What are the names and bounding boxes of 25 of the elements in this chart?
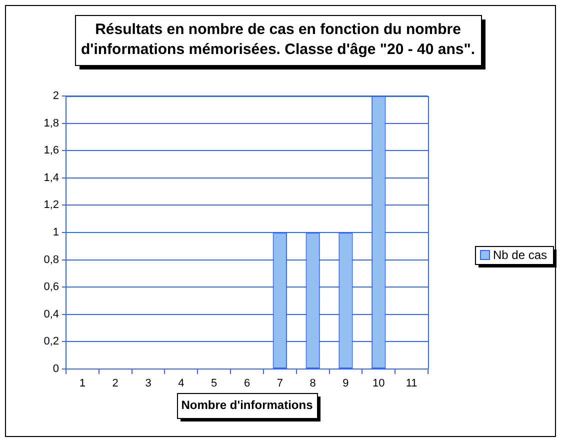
y-tick-label: 0,4 (44, 308, 59, 320)
x-tick-label: 2 (112, 378, 118, 390)
y-tick-label: 1,6 (44, 144, 59, 157)
y-tick-label: 0,6 (44, 281, 59, 294)
y-tick-label: 1 (52, 226, 59, 239)
x-tick-label: 7 (276, 378, 283, 390)
x-tick-label: 6 (244, 378, 250, 390)
x-tick-label: 3 (145, 378, 152, 390)
y-tick-label: 0,8 (44, 254, 59, 266)
y-tick-label: 0,2 (44, 336, 59, 348)
legend-label: Nb de cas (493, 248, 548, 262)
y-tick-label: 1,4 (44, 172, 59, 184)
x-tick-label: 11 (406, 378, 418, 390)
x-tick-label: 1 (79, 378, 86, 390)
x-tick-label: 9 (342, 378, 349, 390)
y-tick-label: 1,8 (44, 117, 59, 130)
x-tick-label: 8 (310, 378, 316, 390)
chart-title: Résultats en nombre de cas en fonction du nombre d'informations mémorisées. Classe d'âge "20 - 40 ans". (80, 21, 476, 58)
x-tick-label: 10 (372, 378, 385, 390)
y-tick-label: 0 (52, 363, 59, 376)
x-tick-label: 5 (211, 378, 218, 390)
y-tick-label: 1,2 (44, 199, 59, 212)
x-axis-title: Nombre d'informations (181, 398, 314, 412)
y-tick-label: 2 (52, 90, 59, 102)
x-tick-label: 4 (178, 378, 184, 390)
